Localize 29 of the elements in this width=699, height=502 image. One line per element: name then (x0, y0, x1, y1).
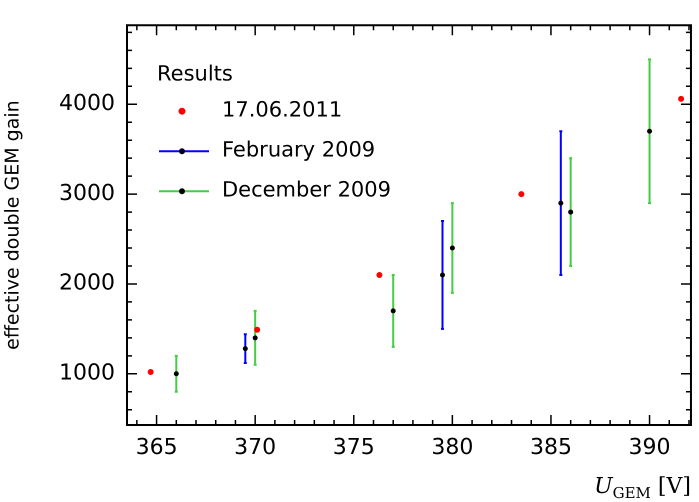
point (254, 326, 260, 333)
x-tick-label: 375 (332, 434, 375, 460)
legend-label: 17.06.2011 (222, 98, 342, 122)
legend-label: February 2009 (222, 138, 376, 162)
legend-label: December 2009 (222, 178, 392, 202)
point (518, 191, 524, 198)
point (252, 335, 258, 340)
point (174, 371, 179, 376)
point (558, 200, 564, 206)
y-axis-title: effective double GEM gain (1, 100, 24, 350)
y-tick-label: 2000 (59, 270, 115, 296)
point (148, 368, 154, 375)
x-tick-label: 365 (136, 434, 178, 460)
point (450, 246, 455, 251)
point (568, 210, 574, 215)
x-tick-label: 370 (234, 434, 276, 460)
x-tick-label: 385 (530, 434, 572, 460)
x-tick-label: 380 (431, 434, 474, 460)
x-tick-label: 390 (628, 434, 671, 460)
point (376, 272, 382, 278)
y-tick-label: 3000 (59, 180, 115, 206)
point (390, 308, 396, 314)
point (242, 346, 248, 352)
legend-title: Results (157, 62, 233, 86)
point (678, 96, 684, 102)
point (647, 128, 652, 134)
point (440, 272, 445, 278)
y-tick-label: 1000 (59, 360, 115, 386)
y-tick-label: 4000 (59, 90, 115, 116)
